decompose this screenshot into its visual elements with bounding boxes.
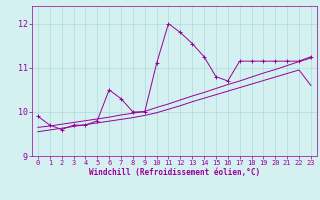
X-axis label: Windchill (Refroidissement éolien,°C): Windchill (Refroidissement éolien,°C) [89, 168, 260, 177]
